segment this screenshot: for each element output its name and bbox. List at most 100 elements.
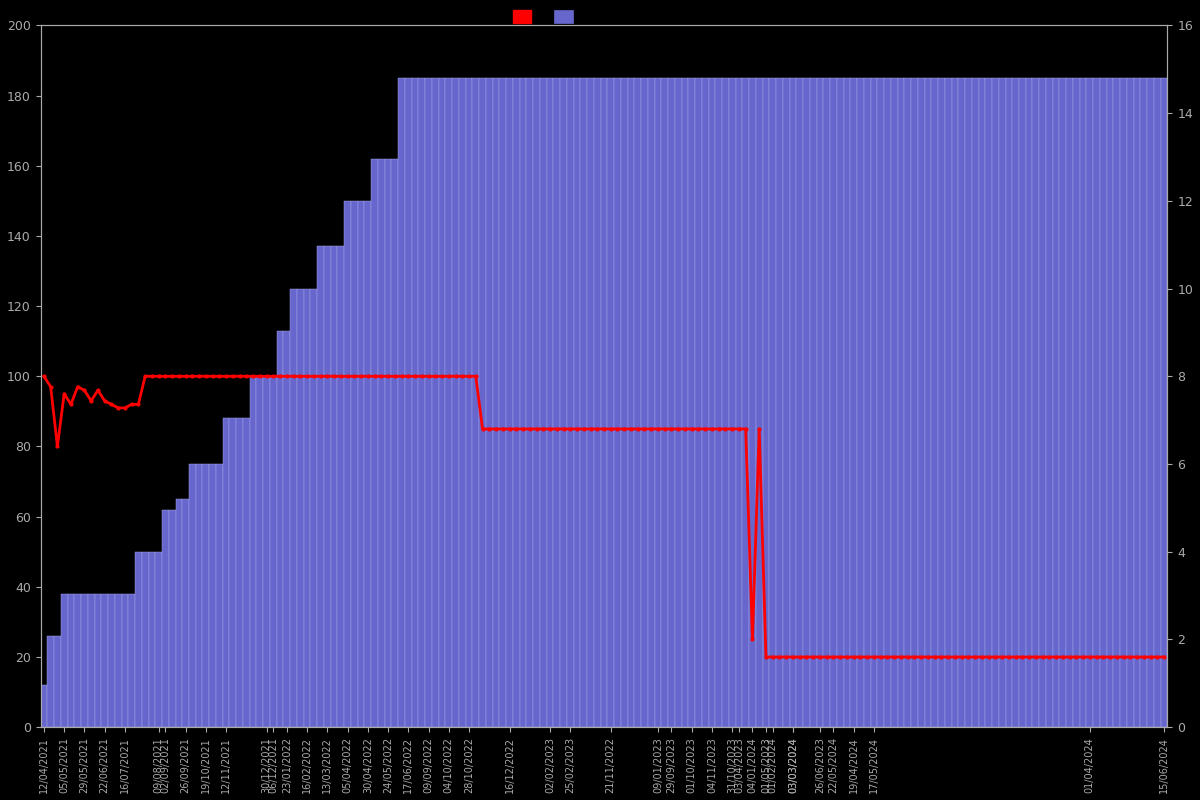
Bar <box>614 78 620 727</box>
Bar <box>1073 78 1080 727</box>
Bar <box>324 246 331 727</box>
Bar <box>283 330 290 727</box>
Bar <box>743 78 749 727</box>
Bar <box>358 201 365 727</box>
Bar <box>344 201 350 727</box>
Bar <box>263 376 270 727</box>
Bar <box>506 78 512 727</box>
Bar <box>992 78 998 727</box>
Bar <box>371 158 378 727</box>
Bar <box>1127 78 1134 727</box>
Bar <box>74 594 82 727</box>
Bar <box>270 376 277 727</box>
Bar <box>628 78 635 727</box>
Bar <box>938 78 944 727</box>
Bar <box>560 78 566 727</box>
Bar <box>142 552 149 727</box>
Bar <box>439 78 445 727</box>
Bar <box>88 594 95 727</box>
Bar <box>486 78 493 727</box>
Bar <box>607 78 614 727</box>
Bar <box>1114 78 1121 727</box>
Bar <box>655 78 661 727</box>
Bar <box>277 330 283 727</box>
Bar <box>203 464 209 727</box>
Bar <box>82 594 88 727</box>
Bar <box>931 78 938 727</box>
Bar <box>412 78 419 727</box>
Bar <box>290 289 296 727</box>
Bar <box>311 289 317 727</box>
Bar <box>985 78 992 727</box>
Bar <box>493 78 499 727</box>
Bar <box>918 78 924 727</box>
Bar <box>1080 78 1086 727</box>
Bar <box>419 78 425 727</box>
Bar <box>385 158 391 727</box>
Bar <box>365 201 371 727</box>
Bar <box>587 78 594 727</box>
Bar <box>149 552 155 727</box>
Bar <box>169 510 175 727</box>
Bar <box>823 78 830 727</box>
Bar <box>890 78 898 727</box>
Bar <box>924 78 931 727</box>
Bar <box>466 78 473 727</box>
Bar <box>1039 78 1046 727</box>
Bar <box>668 78 674 727</box>
Bar <box>432 78 439 727</box>
Bar <box>830 78 836 727</box>
Bar <box>1019 78 1026 727</box>
Bar <box>857 78 864 727</box>
Bar <box>398 78 404 727</box>
Bar <box>864 78 870 727</box>
Bar <box>236 418 242 727</box>
Bar <box>54 636 61 727</box>
Bar <box>378 158 385 727</box>
Bar <box>635 78 641 727</box>
Bar <box>121 594 128 727</box>
Bar <box>620 78 628 727</box>
Bar <box>337 246 344 727</box>
Bar <box>782 78 790 727</box>
Bar <box>95 594 101 727</box>
Bar <box>136 552 142 727</box>
Bar <box>47 636 54 727</box>
Bar <box>972 78 978 727</box>
Bar <box>708 78 715 727</box>
Bar <box>756 78 762 727</box>
Bar <box>155 552 162 727</box>
Bar <box>661 78 668 727</box>
Bar <box>223 418 229 727</box>
Bar <box>1013 78 1019 727</box>
Bar <box>216 464 223 727</box>
Bar <box>473 78 479 727</box>
Bar <box>682 78 689 727</box>
Bar <box>188 464 196 727</box>
Bar <box>512 78 520 727</box>
Bar <box>1100 78 1106 727</box>
Bar <box>41 685 47 727</box>
Bar <box>736 78 743 727</box>
Bar <box>1052 78 1060 727</box>
Bar <box>404 78 412 727</box>
Bar <box>722 78 728 727</box>
Bar <box>547 78 553 727</box>
Bar <box>67 594 74 727</box>
Bar <box>1093 78 1100 727</box>
Bar <box>715 78 722 727</box>
Bar <box>331 246 337 727</box>
Bar <box>1046 78 1052 727</box>
Bar <box>695 78 702 727</box>
Bar <box>898 78 905 727</box>
Bar <box>128 594 136 727</box>
Bar <box>959 78 965 727</box>
Bar <box>175 499 182 727</box>
Bar <box>527 78 533 727</box>
Bar <box>242 418 250 727</box>
Bar <box>1154 78 1160 727</box>
Bar <box>601 78 607 727</box>
Bar <box>689 78 695 727</box>
Bar <box>533 78 540 727</box>
Bar <box>115 594 121 727</box>
